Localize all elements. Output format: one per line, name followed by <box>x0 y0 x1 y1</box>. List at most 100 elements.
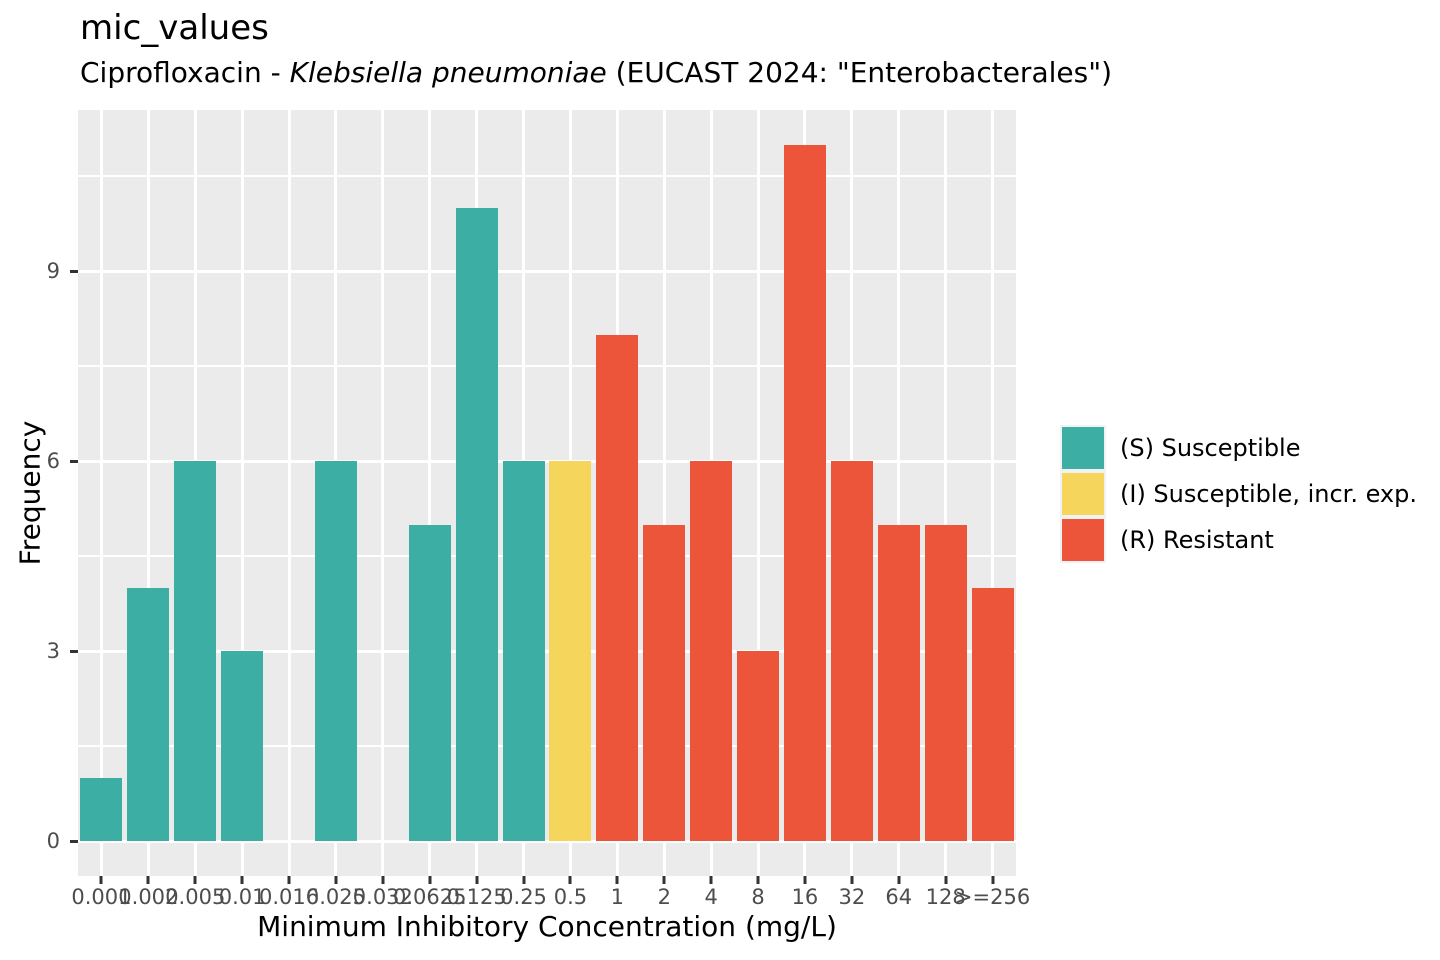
x-tick-mark <box>428 876 432 884</box>
y-tick-label: 6 <box>46 449 60 474</box>
x-tick-mark <box>146 876 150 884</box>
bar-4 <box>690 461 733 841</box>
gridline-vertical <box>897 110 901 876</box>
legend-item-I: (I) Susceptible, incr. exp. <box>1060 471 1417 517</box>
x-tick-label: 0.016 <box>258 885 320 909</box>
y-tick-mark <box>70 839 78 843</box>
gridline-horizontal-major <box>78 269 1016 273</box>
x-tick-mark <box>381 876 385 884</box>
legend-key-S <box>1060 425 1106 471</box>
gridline-horizontal-major <box>78 459 1016 463</box>
gridline-vertical <box>662 110 666 876</box>
x-tick-mark <box>334 876 338 884</box>
bar-8 <box>737 651 780 841</box>
x-tick-mark <box>287 876 291 884</box>
x-tick-mark <box>615 876 619 884</box>
gridline-vertical <box>944 110 948 876</box>
gridline-vertical <box>428 110 432 876</box>
x-tick-label: >=256 <box>954 885 1031 909</box>
x-tick-label: 0.005 <box>165 885 226 909</box>
gridline-vertical <box>99 110 103 876</box>
y-tick-label: 3 <box>46 639 60 664</box>
x-tick-mark <box>944 876 948 884</box>
x-tick-mark <box>475 876 479 884</box>
bar-0.002 <box>127 587 170 841</box>
gridline-vertical <box>240 110 244 876</box>
bar-1 <box>596 334 639 841</box>
x-tick-label: 0.025 <box>305 885 366 909</box>
plot-panel <box>78 110 1016 876</box>
x-tick-mark <box>99 876 103 884</box>
y-tick-mark <box>70 459 78 463</box>
x-tick-label: 0.001 <box>71 885 132 909</box>
legend-item-R: (R) Resistant <box>1060 517 1417 563</box>
x-tick-mark <box>756 876 760 884</box>
x-tick-mark <box>991 876 995 884</box>
gridline-horizontal-minor <box>78 175 1016 178</box>
bar-64 <box>877 524 920 841</box>
gridline-vertical <box>756 110 760 876</box>
x-tick-label: 8 <box>751 885 765 909</box>
x-tick-label: 4 <box>704 885 718 909</box>
y-tick-mark <box>70 269 78 273</box>
bar-0.25 <box>502 461 545 841</box>
y-tick-label: 9 <box>46 259 60 284</box>
x-tick-mark <box>522 876 526 884</box>
chart-title: mic_values <box>80 8 269 48</box>
x-tick-label: 0.5 <box>553 885 588 909</box>
bar-128 <box>924 524 967 841</box>
gridline-horizontal-major <box>78 649 1016 653</box>
legend-label-R: (R) Resistant <box>1120 526 1274 554</box>
gridline-vertical <box>991 110 995 876</box>
legend-swatch-S <box>1062 427 1104 469</box>
bar-0.001 <box>80 777 123 841</box>
x-tick-label: 0.0625 <box>393 885 467 909</box>
gridline-vertical <box>146 110 150 876</box>
subtitle-guideline: (EUCAST 2024: "Enterobacterales") <box>606 56 1112 89</box>
x-tick-mark <box>897 876 901 884</box>
bar-0.125 <box>455 208 498 841</box>
x-tick-label: 1 <box>610 885 625 909</box>
legend-label-S: (S) Susceptible <box>1120 434 1301 462</box>
x-tick-label: 2 <box>657 885 671 909</box>
y-tick-mark <box>70 649 78 653</box>
bar-0.01 <box>221 651 264 841</box>
x-tick-label: 16 <box>791 885 819 909</box>
gridline-vertical <box>287 110 291 876</box>
x-tick-mark <box>803 876 807 884</box>
x-tick-mark <box>662 876 666 884</box>
legend-key-R <box>1060 517 1106 563</box>
bar-16 <box>783 144 826 841</box>
gridline-horizontal-minor <box>78 745 1016 748</box>
y-tick-label: 0 <box>46 829 60 853</box>
gridline-horizontal-major <box>78 839 1016 843</box>
legend-label-I: (I) Susceptible, incr. exp. <box>1120 480 1417 508</box>
x-tick-label: 32 <box>838 885 866 909</box>
legend-item-S: (S) Susceptible <box>1060 425 1417 471</box>
subtitle-antibiotic: Ciprofloxacin - <box>80 56 290 89</box>
x-tick-label: 0.002 <box>118 885 179 909</box>
gridline-vertical <box>381 110 385 876</box>
x-tick-label: 0.01 <box>218 885 266 909</box>
bar-0.025 <box>314 461 357 841</box>
subtitle-species: Klebsiella pneumoniae <box>289 56 607 89</box>
x-tick-mark <box>709 876 713 884</box>
legend-key-I <box>1060 471 1106 517</box>
gridline-horizontal-minor <box>78 555 1016 558</box>
bar->=256 <box>971 587 1014 841</box>
x-tick-mark <box>850 876 854 884</box>
x-tick-label: 0.032 <box>352 885 413 909</box>
bar-0.005 <box>174 461 217 841</box>
x-tick-mark <box>568 876 572 884</box>
legend-swatch-R <box>1062 519 1104 561</box>
x-axis-title: Minimum Inhibitory Concentration (mg/L) <box>257 910 837 943</box>
x-tick-label: 128 <box>925 885 966 909</box>
legend-swatch-I <box>1062 473 1104 515</box>
x-tick-label: 64 <box>885 885 913 909</box>
y-axis-title: Frequency <box>13 420 47 566</box>
x-tick-label: 0.25 <box>500 885 547 909</box>
gridline-horizontal-minor <box>78 365 1016 368</box>
bar-0.5 <box>549 461 592 841</box>
legend: (S) Susceptible (I) Susceptible, incr. ex… <box>1060 425 1417 563</box>
